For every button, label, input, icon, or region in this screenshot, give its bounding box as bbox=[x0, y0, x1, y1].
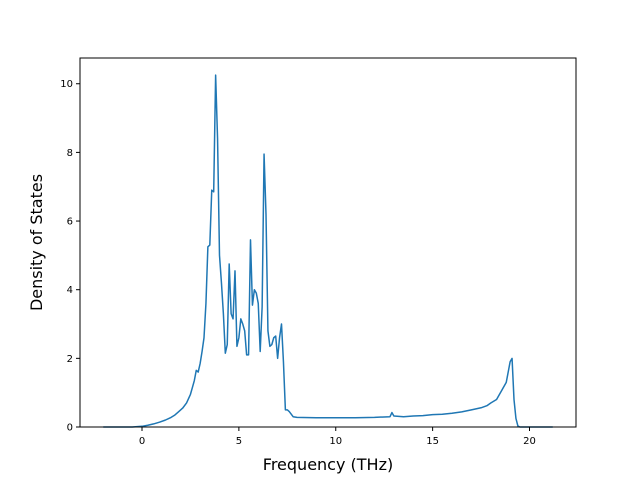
y-tick-label: 4 bbox=[67, 285, 73, 296]
y-tick-label: 2 bbox=[67, 354, 73, 365]
x-tick-label: 10 bbox=[329, 436, 342, 447]
axes-frame bbox=[79, 57, 577, 428]
x-tick-label: 15 bbox=[426, 436, 439, 447]
dos-series-line bbox=[103, 74, 553, 428]
y-tick-label: 0 bbox=[67, 423, 73, 434]
y-axis-label: Density of States bbox=[27, 174, 46, 311]
y-tick-label: 8 bbox=[67, 148, 73, 159]
x-tick-label: 5 bbox=[236, 436, 242, 447]
y-tick-label: 6 bbox=[67, 217, 73, 228]
x-tick-label: 0 bbox=[139, 436, 145, 447]
y-tick-label: 10 bbox=[60, 79, 73, 90]
x-axis-label: Frequency (THz) bbox=[263, 455, 393, 474]
plot-layer bbox=[103, 74, 553, 428]
tick-layer: 0 5 10 15 20 0 2 4 6 8 10 bbox=[60, 79, 536, 447]
x-tick-label: 20 bbox=[523, 436, 536, 447]
